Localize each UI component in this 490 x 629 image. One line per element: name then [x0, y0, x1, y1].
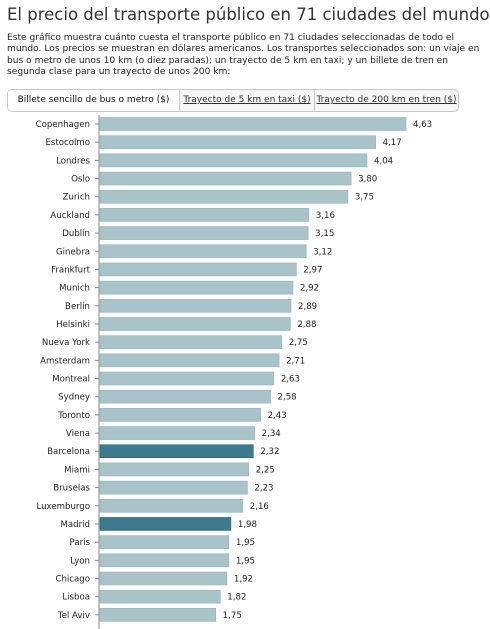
bar[interactable] [99, 280, 294, 295]
tab-bar: Billete sencillo de bus o metro ($) Tray… [7, 89, 459, 112]
value-label: 1,92 [234, 575, 253, 585]
tab-taxi[interactable]: Trayecto de 5 km en taxi ($) [180, 90, 315, 111]
category-label: Auckland [50, 211, 90, 221]
bar[interactable] [99, 553, 230, 568]
bar-highlighted[interactable] [99, 517, 232, 531]
category-label: Sydney [58, 393, 90, 403]
bar[interactable] [99, 262, 297, 277]
bar[interactable] [99, 189, 349, 204]
value-label: 2,63 [281, 375, 300, 385]
bar[interactable] [99, 153, 368, 168]
value-label: 2,97 [303, 265, 322, 275]
category-label: Dublín [62, 229, 90, 239]
category-label: Bruselas [53, 484, 90, 494]
category-label: Amsterdam [40, 356, 90, 366]
value-label: 2,58 [278, 393, 297, 403]
bar[interactable] [99, 480, 248, 495]
value-label: 4,63 [413, 120, 432, 130]
category-label: Oslo [71, 175, 90, 185]
category-label: Zurich [63, 193, 90, 203]
bar[interactable] [99, 571, 228, 586]
value-label: 2,23 [254, 484, 273, 494]
value-label: 2,32 [260, 447, 279, 457]
bar[interactable] [99, 135, 376, 149]
bar[interactable] [99, 117, 407, 131]
bar[interactable] [99, 317, 291, 331]
tab-bus-metro[interactable]: Billete sencillo de bus o metro ($) [8, 90, 180, 111]
category-label: Madrid [60, 520, 90, 530]
value-label: 4,04 [374, 156, 393, 166]
category-label: Berlín [65, 302, 90, 312]
value-label: 3,16 [316, 211, 335, 221]
value-label: 1,82 [227, 593, 246, 603]
category-label: Ginebra [56, 247, 90, 257]
value-label: 3,75 [355, 193, 374, 203]
category-label: Toronto [57, 411, 90, 421]
category-label: Luxemburgo [36, 502, 90, 512]
category-label: Lisboa [62, 593, 90, 603]
value-label: 2,25 [256, 465, 275, 475]
category-label: Munich [59, 284, 90, 294]
bar[interactable] [99, 371, 275, 386]
bar[interactable] [99, 299, 292, 313]
tab-tren[interactable]: Trayecto de 200 km en tren ($) [316, 95, 457, 105]
value-label: 4,17 [383, 138, 402, 148]
bar-chart: Copenhagen 4,63 Estocolmo 4,17 Londres 4,04 Os… [36, 115, 432, 629]
value-label: 3,12 [313, 247, 332, 257]
category-label: Montreal [52, 375, 90, 385]
bar[interactable] [99, 535, 230, 549]
category-label: París [70, 538, 91, 548]
bar[interactable] [99, 208, 310, 222]
page-title: El precio del transporte público en 71 c… [7, 5, 490, 24]
value-label: 1,95 [236, 538, 255, 548]
value-label: 1,75 [223, 611, 242, 621]
bar[interactable] [99, 498, 244, 513]
bar[interactable] [99, 462, 249, 477]
category-label: Helsinki [56, 320, 90, 330]
value-label: 2,34 [262, 429, 281, 439]
category-label: Chicago [55, 575, 90, 585]
bar[interactable] [99, 244, 307, 259]
value-label: 1,98 [238, 520, 257, 530]
value-label: 1,95 [236, 556, 255, 566]
value-label: 2,89 [298, 302, 317, 312]
bar[interactable] [99, 389, 271, 404]
category-label: Estocolmo [45, 138, 90, 148]
bar[interactable] [99, 426, 255, 440]
category-label: Lyon [70, 556, 90, 566]
bar[interactable] [99, 171, 352, 186]
category-label: Viena [66, 429, 90, 439]
description: Este gráfico muestra cuánto cuesta el tr… [7, 33, 480, 78]
category-label: Nueva York [42, 338, 90, 348]
category-label: Londres [56, 156, 90, 166]
value-label: 2,88 [297, 320, 316, 330]
bar[interactable] [99, 226, 309, 240]
value-label: 2,16 [250, 502, 269, 512]
category-label: Barcelona [47, 447, 90, 457]
bar[interactable] [99, 589, 221, 604]
value-label: 2,75 [289, 338, 308, 348]
value-label: 2,71 [286, 356, 305, 366]
bar[interactable] [99, 408, 261, 422]
bar[interactable] [99, 608, 216, 622]
category-label: Tel Aviv [57, 611, 90, 621]
category-label: Miami [64, 465, 90, 475]
value-label: 3,15 [315, 229, 334, 239]
category-label: Copenhagen [36, 120, 90, 130]
bar[interactable] [99, 335, 282, 349]
value-label: 2,43 [268, 411, 287, 421]
bar[interactable] [99, 353, 280, 368]
bar-highlighted[interactable] [99, 444, 254, 459]
value-label: 2,92 [300, 284, 319, 294]
category-label: Frankfurt [51, 265, 91, 275]
value-label: 3,80 [358, 175, 377, 185]
